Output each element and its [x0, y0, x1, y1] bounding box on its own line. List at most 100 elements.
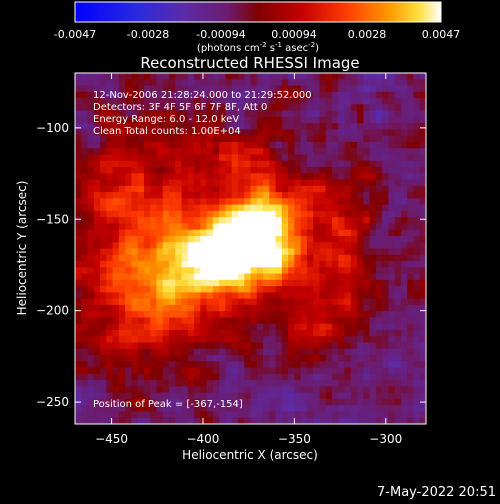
- heatmap-cell: [231, 342, 239, 350]
- heatmap-cell: [288, 254, 295, 262]
- heatmap-cell: [388, 116, 396, 124]
- heatmap-cell: [294, 380, 302, 387]
- heatmap-cell: [106, 411, 114, 419]
- heatmap-cell: [200, 398, 208, 406]
- heatmap-cell: [375, 98, 383, 105]
- heatmap-cell: [75, 104, 82, 112]
- heatmap-cell: [187, 173, 195, 180]
- heatmap-cell: [325, 129, 333, 137]
- heatmap-cell: [313, 398, 320, 406]
- heatmap-cell: [256, 392, 264, 400]
- heatmap-cell: [256, 85, 264, 93]
- heatmap-cell: [118, 229, 126, 237]
- heatmap-cell: [394, 248, 402, 256]
- heatmap-cell: [306, 267, 314, 274]
- heatmap-cell: [413, 355, 421, 362]
- heatmap-cell: [200, 392, 208, 400]
- heatmap-cell: [344, 392, 352, 400]
- heatmap-cell: [350, 342, 358, 350]
- heatmap-cell: [256, 261, 264, 268]
- heatmap-cell: [106, 73, 114, 80]
- heatmap-cell: [100, 104, 107, 112]
- heatmap-cell: [300, 242, 308, 249]
- heatmap-cell: [407, 292, 414, 300]
- heatmap-cell: [212, 160, 220, 168]
- heatmap-cell: [319, 129, 327, 137]
- heatmap-cell: [281, 279, 289, 287]
- heatmap-cell: [331, 148, 339, 155]
- heatmap-cell: [338, 405, 345, 412]
- heatmap-cell: [200, 342, 208, 350]
- heatmap-cell: [162, 73, 170, 80]
- heatmap-cell: [131, 373, 139, 381]
- heatmap-cell: [369, 273, 377, 281]
- heatmap-cell: [363, 110, 370, 118]
- heatmap-cell: [212, 405, 220, 412]
- heatmap-cell: [394, 141, 402, 149]
- heatmap-cell: [143, 254, 151, 262]
- heatmap-cell: [212, 123, 220, 130]
- heatmap-cell: [187, 336, 195, 343]
- heatmap-cell: [382, 123, 389, 130]
- heatmap-cell: [331, 79, 339, 86]
- heatmap-cell: [187, 91, 195, 99]
- heatmap-cell: [175, 167, 182, 174]
- heatmap-cell: [313, 154, 320, 162]
- heatmap-cell: [306, 254, 314, 262]
- heatmap-cell: [363, 248, 370, 256]
- heatmap-cell: [407, 317, 414, 325]
- heatmap-cell: [175, 411, 182, 419]
- heatmap-cell: [118, 154, 126, 162]
- heatmap-cell: [93, 129, 101, 137]
- heatmap-cell: [375, 104, 383, 112]
- heatmap-cell: [375, 317, 383, 325]
- heatmap-cell: [300, 329, 308, 337]
- heatmap-cell: [143, 135, 151, 143]
- heatmap-cell: [81, 129, 88, 137]
- heatmap-cell: [413, 198, 421, 206]
- heatmap-cell: [388, 104, 396, 112]
- heatmap-cell: [419, 198, 427, 206]
- heatmap-cell: [394, 223, 402, 231]
- heatmap-cell: [206, 148, 214, 155]
- heatmap-cell: [169, 336, 176, 343]
- heatmap-cell: [169, 392, 176, 400]
- heatmap-cell: [269, 229, 276, 237]
- heatmap-cell: [93, 386, 101, 394]
- heatmap-cell: [87, 342, 95, 350]
- heatmap-cell: [256, 254, 264, 262]
- heatmap-cell: [350, 173, 358, 180]
- heatmap-cell: [394, 110, 402, 118]
- heatmap-cell: [162, 361, 170, 368]
- heatmap-cell: [181, 110, 189, 118]
- heatmap-cell: [382, 380, 389, 387]
- heatmap-cell: [275, 123, 283, 130]
- heatmap-cell: [400, 304, 408, 312]
- heatmap-cell: [275, 311, 283, 318]
- heatmap-cell: [325, 286, 333, 293]
- heatmap-cell: [100, 417, 107, 425]
- heatmap-cell: [407, 248, 414, 256]
- heatmap-cell: [81, 292, 88, 300]
- heatmap-cell: [344, 355, 352, 362]
- heatmap-cell: [106, 398, 114, 406]
- heatmap-cell: [294, 235, 302, 243]
- heatmap-cell: [143, 386, 151, 394]
- heatmap-cell: [382, 173, 389, 180]
- heatmap-cell: [137, 361, 145, 368]
- heatmap-cell: [212, 254, 220, 262]
- heatmap-cell: [137, 198, 145, 206]
- heatmap-cell: [325, 198, 333, 206]
- heatmap-cell: [200, 286, 208, 293]
- heatmap-cell: [225, 286, 233, 293]
- heatmap-cell: [288, 179, 295, 187]
- heatmap-cell: [131, 116, 139, 124]
- heatmap-cell: [375, 135, 383, 143]
- heatmap-cell: [219, 279, 226, 287]
- heatmap-cell: [263, 373, 270, 381]
- heatmap-cell: [306, 380, 314, 387]
- heatmap-cell: [231, 91, 239, 99]
- heatmap-cell: [325, 135, 333, 143]
- heatmap-cell: [150, 223, 157, 231]
- heatmap-cell: [150, 141, 157, 149]
